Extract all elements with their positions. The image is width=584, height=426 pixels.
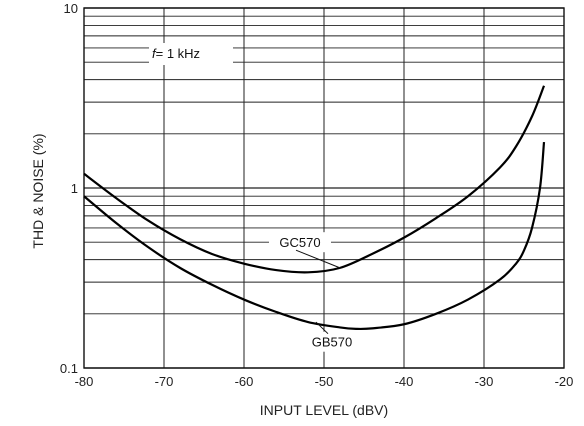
x-tick-label: -30 (475, 374, 494, 389)
series-layer (83, 85, 546, 331)
x-tick-label: -50 (315, 374, 334, 389)
series-label-gb570: GB570 (312, 335, 352, 350)
x-axis-ticks: -80 -70 -60 -50 -40 -30 -20 (75, 374, 574, 389)
frequency-annotation-background (149, 43, 233, 65)
frequency-annotation: f= 1 kHz (149, 43, 233, 65)
frequency-value: = 1 kHz (156, 46, 200, 61)
x-tick-label: -80 (75, 374, 94, 389)
y-tick-label: 0.1 (60, 361, 78, 376)
y-tick-label: 10 (64, 1, 78, 16)
series-line-gc570 (83, 85, 546, 274)
x-tick-label: -40 (395, 374, 414, 389)
plot-border (83, 7, 565, 369)
series-line-gb570 (83, 141, 546, 331)
x-axis-label: INPUT LEVEL (dBV) (260, 402, 388, 418)
label-layer: GC570 GB570 (269, 232, 363, 352)
series-label-leader (295, 249, 341, 269)
x-tick-label: -20 (555, 374, 574, 389)
series-label-leader (315, 321, 329, 335)
y-tick-label: 1 (71, 181, 78, 196)
x-tick-label: -70 (155, 374, 174, 389)
series-label-background (301, 331, 363, 352)
series-label-background (269, 232, 331, 253)
plot-frame (83, 7, 565, 369)
frequency-symbol: f (152, 46, 157, 61)
frequency-annotation-text: f= 1 kHz (152, 46, 200, 61)
grid (83, 7, 565, 369)
y-axis-ticks: 0.1 1 10 (60, 1, 78, 376)
series-label-gc570: GC570 (279, 235, 320, 250)
x-tick-label: -60 (235, 374, 254, 389)
y-axis-label: THD & NOISE (%) (30, 133, 46, 248)
